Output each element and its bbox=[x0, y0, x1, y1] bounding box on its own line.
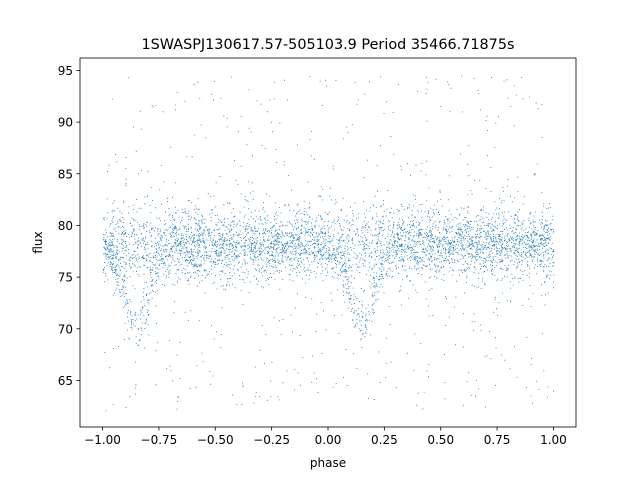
y-axis: 65 70 75 80 85 90 95 bbox=[58, 64, 80, 388]
x-tick-label: 0.50 bbox=[427, 433, 454, 447]
x-tick-label: 0.25 bbox=[371, 433, 398, 447]
y-tick-label: 80 bbox=[58, 219, 73, 233]
x-tick-label: −0.25 bbox=[253, 433, 290, 447]
x-axis-title: phase bbox=[310, 456, 346, 470]
y-tick-label: 65 bbox=[58, 374, 73, 388]
x-tick-label: −0.50 bbox=[197, 433, 234, 447]
y-axis-title: flux bbox=[31, 231, 45, 253]
x-axis: −1.00 −0.75 −0.50 −0.25 0.00 0.25 0.50 0.75 1.00 bbox=[84, 427, 567, 447]
x-tick-label: 1.00 bbox=[540, 433, 567, 447]
x-tick-label: 0.00 bbox=[315, 433, 342, 447]
x-tick-label: −0.75 bbox=[141, 433, 178, 447]
y-tick-label: 70 bbox=[58, 322, 73, 336]
x-tick-label: −1.00 bbox=[84, 433, 121, 447]
y-tick-label: 75 bbox=[58, 271, 73, 285]
chart-title: 1SWASPJ130617.57-505103.9 Period 35466.7… bbox=[142, 37, 515, 53]
y-tick-label: 90 bbox=[58, 116, 73, 130]
y-tick-label: 85 bbox=[58, 167, 73, 181]
y-tick-label: 95 bbox=[58, 64, 73, 78]
x-tick-label: 0.75 bbox=[484, 433, 511, 447]
